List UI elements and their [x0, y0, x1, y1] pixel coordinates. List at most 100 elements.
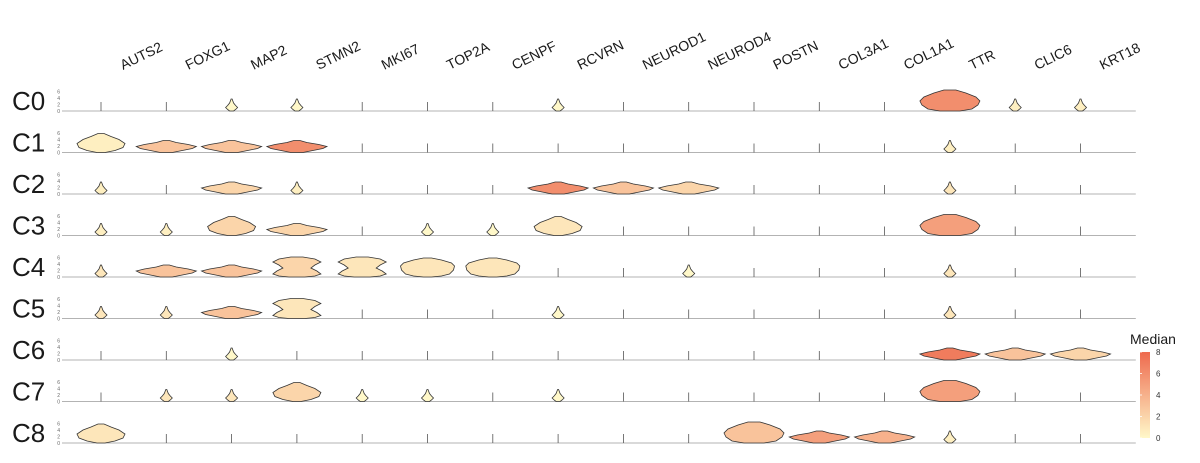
- y-tick-label: 6: [57, 90, 60, 96]
- cluster-label-c7: C7: [12, 377, 45, 407]
- y-tick-label: 6: [57, 339, 60, 345]
- violin-c6-clic6: [984, 347, 1047, 361]
- y-tick-label: 2: [57, 393, 60, 399]
- violin-c8-postn: [723, 421, 785, 444]
- cluster-label-c0: C0: [12, 86, 45, 116]
- y-tick-label: 4: [57, 179, 60, 185]
- y-tick-label: 6: [57, 131, 60, 137]
- y-tick-label: 2: [57, 310, 60, 316]
- gene-label-postn: POSTN: [770, 37, 820, 73]
- y-tick-label: 4: [57, 138, 60, 144]
- violin-c6-map2: [225, 347, 239, 361]
- y-tick-label: 0: [57, 317, 60, 323]
- violin-c3-foxg1: [159, 223, 173, 236]
- y-tick-label: 2: [57, 144, 60, 150]
- y-tick-label: 2: [57, 227, 60, 233]
- y-tick-label: 0: [57, 400, 60, 406]
- violin-c1-auts2: [76, 133, 126, 153]
- violin-c1-stmn2: [265, 140, 329, 153]
- y-tick-label: 6: [57, 214, 60, 220]
- legend-tick-label: 4: [1156, 391, 1161, 400]
- y-tick-label: 0: [57, 234, 60, 240]
- cluster-label-c8: C8: [12, 418, 45, 448]
- gene-label-rcvrn: RCVRN: [574, 36, 626, 72]
- violin-c7-stmn2: [272, 382, 322, 402]
- gene-label-mki67: MKI67: [379, 40, 423, 72]
- violin-c4-top2a: [400, 257, 455, 278]
- violin-c4-cenpf: [465, 257, 521, 278]
- violin-c3-top2a: [420, 223, 435, 236]
- y-tick-label: 4: [57, 96, 60, 102]
- violin-c3-auts2: [94, 223, 108, 236]
- gene-label-auts2: AUTS2: [117, 38, 165, 72]
- cluster-label-c4: C4: [12, 252, 45, 282]
- violin-c2-ttr: [943, 181, 957, 195]
- legend-tick-label: 8: [1156, 348, 1161, 357]
- violin-c4-auts2: [94, 264, 108, 278]
- gene-label-col1a1: COL1A1: [901, 35, 956, 73]
- y-tick-label: 0: [57, 358, 60, 364]
- violin-c7-top2a: [420, 389, 435, 402]
- y-tick-label: 6: [57, 256, 60, 262]
- violin-c2-neurod1: [592, 181, 655, 195]
- y-tick-label: 2: [57, 352, 60, 358]
- violin-c7-map2: [225, 389, 239, 402]
- violin-c5-foxg1: [159, 306, 173, 319]
- violin-c5-rcvrn: [551, 306, 565, 319]
- violin-c8-col1a1: [853, 430, 916, 444]
- y-tick-label: 0: [57, 441, 60, 447]
- y-tick-label: 4: [57, 221, 60, 227]
- violin-c8-col3a1: [788, 430, 851, 444]
- violin-c4-mki67: [337, 256, 388, 278]
- y-tick-label: 2: [57, 186, 60, 192]
- gene-label-neurod4: NEUROD4: [705, 28, 774, 72]
- violin-c5-stmn2: [272, 298, 322, 319]
- violin-c3-stmn2: [265, 223, 329, 236]
- y-tick-label: 6: [57, 380, 60, 386]
- y-tick-label: 0: [57, 192, 60, 198]
- gene-label-ttr: TTR: [966, 46, 997, 72]
- violin-c7-rcvrn: [551, 389, 565, 402]
- violin-c1-map2: [200, 140, 263, 153]
- legend-tick-label: 0: [1156, 434, 1161, 443]
- violin-c0-map2: [225, 98, 239, 112]
- y-tick-label: 0: [57, 151, 60, 157]
- violin-c5-auts2: [94, 306, 108, 319]
- legend-title: Median: [1130, 331, 1176, 347]
- violin-c1-foxg1: [135, 140, 198, 153]
- violin-c4-map2: [200, 264, 263, 278]
- y-tick-label: 4: [57, 387, 60, 393]
- violin-c2-stmn2: [290, 181, 304, 195]
- gene-label-map2: MAP2: [248, 42, 289, 73]
- violin-c2-auts2: [94, 181, 108, 195]
- gene-label-neurod1: NEUROD1: [640, 28, 709, 72]
- violin-c4-neurod4: [682, 264, 696, 278]
- violin-c6-krt18: [1049, 347, 1112, 361]
- violin-c7-ttr: [919, 380, 981, 402]
- violin-c8-auts2: [76, 423, 126, 444]
- gene-label-foxg1: FOXG1: [183, 37, 233, 72]
- cluster-label-c6: C6: [12, 335, 45, 365]
- violin-c5-map2: [200, 306, 263, 319]
- y-tick-label: 0: [57, 109, 60, 115]
- violin-c0-rcvrn: [551, 98, 565, 112]
- violin-c2-map2: [200, 181, 263, 195]
- y-tick-label: 4: [57, 345, 60, 351]
- y-tick-label: 4: [57, 262, 60, 268]
- violin-c4-stmn2: [272, 256, 322, 278]
- violin-c3-rcvrn: [533, 216, 583, 236]
- y-tick-label: 2: [57, 269, 60, 275]
- y-tick-label: 4: [57, 428, 60, 434]
- cluster-label-c5: C5: [12, 294, 45, 324]
- violin-c8-ttr: [943, 430, 957, 444]
- violin-c2-rcvrn: [526, 181, 590, 195]
- y-tick-label: 0: [57, 275, 60, 281]
- y-tick-label: 4: [57, 304, 60, 310]
- violin-c7-foxg1: [159, 389, 173, 402]
- violin-c2-neurod4: [657, 181, 720, 195]
- violin-c4-foxg1: [135, 264, 198, 278]
- violin-c4-ttr: [943, 264, 957, 278]
- violin-c3-map2: [207, 216, 257, 236]
